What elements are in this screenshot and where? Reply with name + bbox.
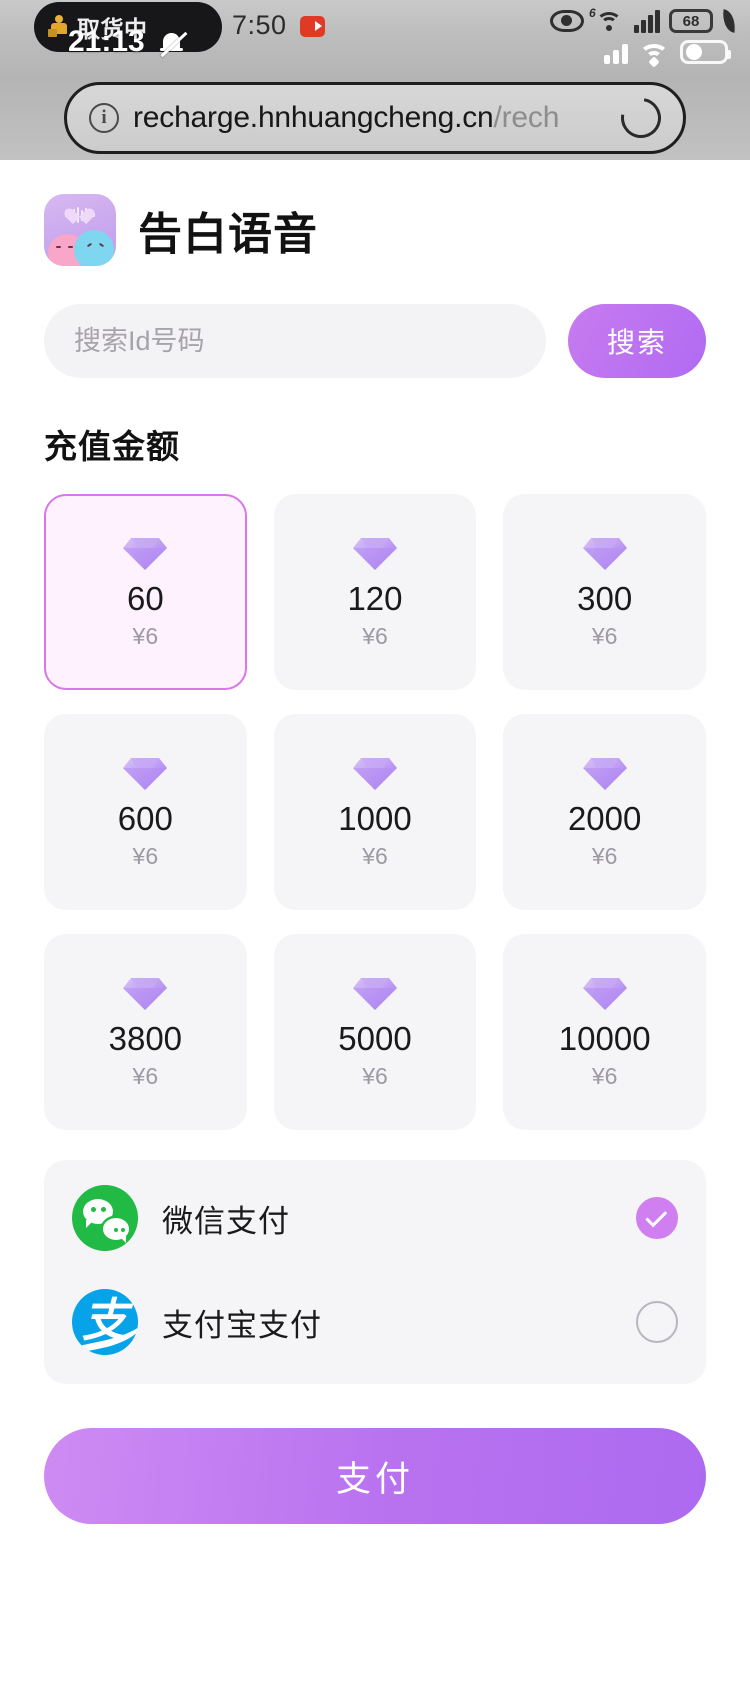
- amount-value: 1000: [338, 799, 412, 837]
- payment-method-label: 微信支付: [162, 1203, 290, 1239]
- search-input[interactable]: [44, 304, 546, 378]
- amount-value: 120: [347, 579, 403, 617]
- wifi-overlay-icon: [639, 42, 669, 68]
- notification-pill[interactable]: 取货中: [34, 2, 222, 52]
- diamond-icon: [352, 534, 398, 572]
- status-bar-icons: 6 68: [550, 6, 738, 33]
- amount-card[interactable]: 3800 ¥6: [44, 934, 247, 1130]
- wifi-generation-label: 6: [589, 6, 596, 20]
- amount-card[interactable]: 300 ¥6: [503, 494, 706, 690]
- url-text[interactable]: recharge.hnhuangcheng.cn/rech: [133, 101, 607, 135]
- notification-pill-label: 取货中: [77, 16, 148, 42]
- leaf-icon: [720, 9, 738, 33]
- amount-card[interactable]: 10000 ¥6: [503, 934, 706, 1130]
- app-header: 告白语音: [44, 160, 706, 266]
- signal-bars-overlay-icon: [604, 42, 628, 64]
- diamond-icon: [352, 754, 398, 792]
- payment-method-label: 支付宝支付: [162, 1307, 322, 1343]
- amount-price: ¥6: [591, 843, 618, 870]
- alipay-icon: 支: [72, 1289, 138, 1355]
- search-button[interactable]: 搜索: [568, 304, 706, 378]
- amount-value: 3800: [108, 1019, 183, 1057]
- amount-card[interactable]: 60 ¥6: [44, 494, 247, 690]
- amount-card[interactable]: 2000 ¥6: [503, 714, 706, 910]
- app-logo-icon: [44, 194, 116, 266]
- amount-value: 300: [577, 579, 633, 617]
- page-content: 告白语音 搜索 充值金额 60 ¥6: [0, 160, 750, 1524]
- battery-icon: 68: [669, 9, 713, 33]
- signal-bars-icon: [634, 9, 660, 33]
- wechat-pay-icon: [72, 1185, 138, 1251]
- amount-card[interactable]: 1000 ¥6: [273, 714, 477, 910]
- amount-card[interactable]: 600 ¥6: [44, 714, 247, 910]
- amount-price: ¥6: [362, 843, 388, 870]
- url-path: /rech: [493, 101, 560, 134]
- amount-grid: 60 ¥6 120 ¥6 300 ¥: [44, 494, 706, 1130]
- screen-record-icon: [300, 16, 325, 37]
- amount-price: ¥6: [362, 623, 388, 650]
- page-title: 告白语音: [138, 210, 318, 259]
- diamond-icon: [352, 974, 398, 1012]
- overlay-clock: 21:13: [68, 25, 145, 58]
- diamond-icon: [122, 754, 168, 792]
- pay-button[interactable]: 支付: [44, 1428, 706, 1524]
- bell-muted-icon: [158, 30, 188, 58]
- amount-value: 5000: [338, 1019, 412, 1057]
- amount-card[interactable]: 120 ¥6: [273, 494, 477, 690]
- payment-method-alipay[interactable]: 支 支付宝支付: [44, 1270, 706, 1374]
- status-bar-clock: 7:50: [232, 10, 287, 40]
- amount-card[interactable]: 5000 ¥6: [273, 934, 477, 1130]
- amount-price: ¥6: [132, 1063, 159, 1090]
- payment-method-radio[interactable]: [636, 1197, 678, 1239]
- diamond-icon: [582, 754, 628, 792]
- amount-price: ¥6: [132, 843, 159, 870]
- overlay-status-icons: [604, 40, 731, 68]
- eye-icon: [550, 10, 584, 32]
- amount-price: ¥6: [362, 1063, 388, 1090]
- amount-price: ¥6: [132, 623, 159, 650]
- amount-value: 2000: [567, 799, 642, 837]
- diamond-icon: [122, 534, 168, 572]
- section-title-recharge-amount: 充值金额: [44, 428, 180, 465]
- amount-price: ¥6: [591, 1063, 618, 1090]
- payment-method-wechat[interactable]: 微信支付: [44, 1166, 706, 1270]
- diamond-icon: [582, 534, 628, 572]
- status-bar: 取货中 7:50 6 68 21:13: [0, 0, 750, 78]
- info-icon[interactable]: i: [89, 103, 119, 133]
- diamond-icon: [582, 974, 628, 1012]
- search-row: 搜索: [44, 304, 706, 378]
- amount-price: ¥6: [591, 623, 618, 650]
- wifi-6-icon: 6: [589, 6, 625, 33]
- amount-value: 600: [117, 799, 173, 837]
- browser-toolbar: i recharge.hnhuangcheng.cn/rech: [0, 78, 750, 160]
- reload-icon[interactable]: [613, 90, 669, 146]
- courier-icon: [48, 15, 70, 39]
- payment-method-list: 微信支付 支 支付宝支付: [44, 1160, 706, 1384]
- diamond-icon: [122, 974, 168, 1012]
- battery-overlay-icon: [680, 40, 731, 64]
- payment-method-radio[interactable]: [636, 1301, 678, 1343]
- url-host: recharge.hnhuangcheng.cn: [133, 101, 494, 134]
- amount-value: 10000: [558, 1019, 651, 1057]
- address-bar[interactable]: i recharge.hnhuangcheng.cn/rech: [64, 82, 686, 154]
- amount-value: 60: [126, 579, 164, 617]
